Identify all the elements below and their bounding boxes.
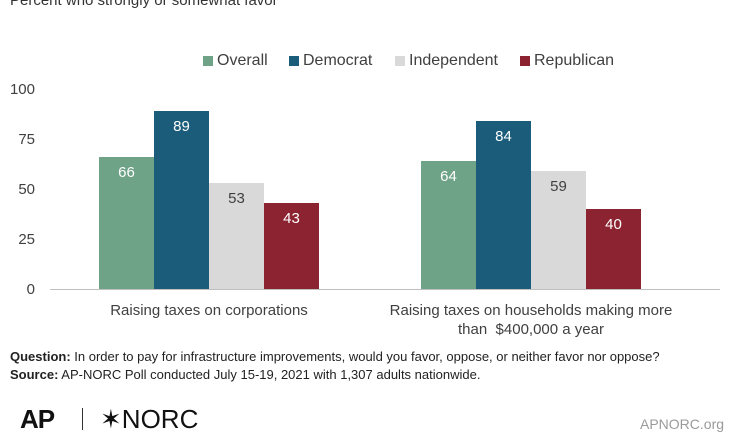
legend-swatch-democrat: [289, 56, 299, 66]
bar-data-label: 64: [440, 168, 457, 185]
x-category-label: Raising taxes on corporations: [110, 302, 308, 319]
legend-item-democrat: Democrat: [289, 51, 372, 71]
bar-independent: [209, 183, 264, 289]
chart-footnote: Question: In order to pay for infrastruc…: [10, 348, 660, 384]
bar-democrat: [154, 111, 209, 289]
legend-label-independent: Independent: [409, 52, 498, 69]
bar-data-label: 89: [173, 118, 190, 135]
bar-republican: [264, 203, 319, 289]
bar-chart: 0 25 50 75 100 66 89 53 43 64 84 59 40 Raising taxes …: [10, 81, 720, 338]
legend-swatch-republican: [520, 56, 530, 66]
bar-data-label: 84: [495, 128, 512, 145]
question-label: Question:: [10, 349, 71, 364]
bar-data-label: 40: [605, 216, 622, 233]
source-text: AP-NORC Poll conducted July 15-19, 2021 …: [58, 367, 481, 382]
bar-overall: [99, 157, 154, 289]
legend-swatch-overall: [203, 56, 213, 66]
logo-divider: [82, 408, 83, 430]
norc-logo-text: NORC: [121, 404, 199, 434]
bar-overall: [421, 161, 476, 289]
bar-data-label: 66: [118, 164, 135, 181]
chart-subtitle: Percent who strongly or somewhat favor: [10, 0, 278, 9]
y-tick-label: 0: [27, 281, 35, 298]
chart-legend: Overall Democrat Independent Republican: [0, 51, 747, 71]
bar-republican: [586, 209, 641, 289]
legend-item-independent: Independent: [395, 51, 498, 71]
y-tick-label: 75: [18, 131, 35, 148]
site-url: APNORC.org: [640, 416, 725, 432]
legend-label-democrat: Democrat: [303, 52, 373, 69]
bar-data-label: 53: [228, 190, 245, 207]
legend-swatch-independent: [395, 56, 405, 66]
norc-logo: ✶NORC: [100, 404, 198, 435]
legend-item-overall: Overall: [203, 51, 268, 71]
source-label: Source:: [10, 367, 59, 382]
source-line: Source: AP-NORC Poll conducted July 15-1…: [10, 366, 660, 384]
bar-data-label: 43: [283, 210, 300, 227]
norc-star-icon: ✶: [100, 404, 122, 434]
legend-label-republican: Republican: [534, 52, 615, 69]
x-category-label: than $400,000 a year: [458, 321, 604, 338]
bar-democrat: [476, 121, 531, 289]
bar-data-label: 59: [550, 178, 567, 195]
y-tick-label: 100: [10, 81, 35, 98]
legend-item-republican: Republican: [520, 51, 614, 71]
y-tick-label: 50: [18, 181, 35, 198]
question-line: Question: In order to pay for infrastruc…: [10, 348, 660, 366]
legend-label-overall: Overall: [217, 52, 268, 69]
question-text: In order to pay for infrastructure impro…: [70, 349, 660, 364]
bar-independent: [531, 171, 586, 289]
y-tick-label: 25: [18, 231, 35, 248]
x-category-label: Raising taxes on households making more: [390, 302, 673, 319]
ap-logo: AP: [20, 404, 55, 434]
